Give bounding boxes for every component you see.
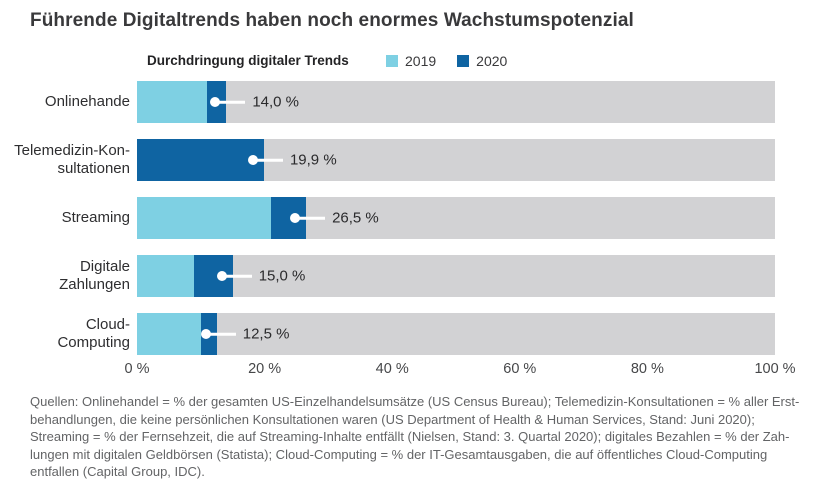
x-axis-tick: 0 % — [124, 361, 150, 377]
source-line: entfallen (Capital Group, IDC). — [30, 464, 205, 479]
value-label: 15,0 % — [258, 267, 306, 285]
value-label: 19,9 % — [289, 151, 337, 169]
category-label: Cloud- Computing — [57, 316, 130, 351]
legend-swatch-2020-icon — [457, 55, 470, 67]
bar-segment-2020 — [137, 139, 264, 181]
bar-segment-2019 — [137, 81, 208, 123]
legend-item-label: 2019 — [405, 53, 437, 69]
category-label: Telemedizin-Kon- sultationen — [14, 142, 130, 177]
callout-dot — [247, 155, 258, 165]
source-line: behandlungen, die keine persönlichen Kon… — [30, 411, 755, 427]
category-label: Onlinehande — [44, 93, 130, 110]
bar-row: Telemedizin-Kon- sultationen 19,9 % — [0, 139, 775, 181]
callout-line — [249, 158, 283, 162]
value-label: 26,5 % — [332, 209, 379, 227]
legend: 2019 2020 — [386, 53, 507, 69]
value-label: 14,0 % — [252, 93, 300, 111]
legend-title: Durchdringung digitaler Trends — [147, 53, 349, 68]
bar-track: 26,5 % — [137, 197, 775, 239]
callout-line — [218, 274, 252, 278]
bar-row: Digitale Zahlungen 15,0 % — [0, 255, 775, 297]
legend-item-2020: 2020 — [457, 53, 507, 69]
legend-item-2019: 2019 — [386, 53, 436, 69]
bar-track: 14,0 % — [137, 81, 775, 123]
x-axis-tick: 20 % — [248, 361, 282, 377]
callout-dot — [216, 271, 227, 281]
bar-segment-2019 — [137, 197, 271, 239]
bar-chart: Onlinehande 14,0 % Telemedizin-Kon- sultat… — [0, 81, 775, 371]
source-note: Quellen: Onlinehandel = % der gesamten U… — [30, 393, 825, 481]
legend-item-label: 2020 — [476, 53, 508, 69]
legend-swatch-2019-icon — [386, 55, 398, 67]
x-axis: 0 % 20 % 40 % 60 % 80 % 100 % — [125, 361, 796, 381]
bar-track: 12,5 % — [137, 313, 775, 355]
bar-segment-2019 — [137, 313, 201, 355]
x-axis-tick: 40 % — [375, 361, 409, 377]
callout-line — [292, 216, 326, 220]
callout-dot — [210, 97, 221, 107]
x-axis-tick: 100 % — [754, 361, 796, 377]
category-label: Streaming — [61, 209, 130, 226]
bar-row: Cloud- Computing 12,5 % — [0, 313, 775, 355]
bar-row: Onlinehande 14,0 % — [0, 81, 775, 123]
bar-track: 15,0 % — [137, 255, 775, 297]
bar-row: Streaming 26,5 % — [0, 197, 775, 239]
callout-line — [202, 332, 236, 336]
bar-segment-2019 — [137, 255, 195, 297]
source-line: Streaming = % der Fernsehzeit, die auf S… — [30, 429, 790, 444]
chart-title: Führende Digitaltrends haben noch enorme… — [30, 10, 634, 31]
bar-track: 19,9 % — [137, 139, 775, 181]
callout-dot — [200, 329, 211, 339]
source-line: lungen mit digitalen Geldbörsen (Statist… — [30, 446, 768, 462]
callout-line — [212, 100, 246, 104]
callout-dot — [290, 213, 301, 223]
x-axis-tick: 60 % — [503, 361, 537, 377]
x-axis-tick: 80 % — [630, 361, 664, 377]
category-label: Digitale Zahlungen — [59, 258, 130, 293]
value-label: 12,5 % — [242, 325, 290, 343]
source-line: Quellen: Onlinehandel = % der gesamten U… — [30, 394, 800, 409]
